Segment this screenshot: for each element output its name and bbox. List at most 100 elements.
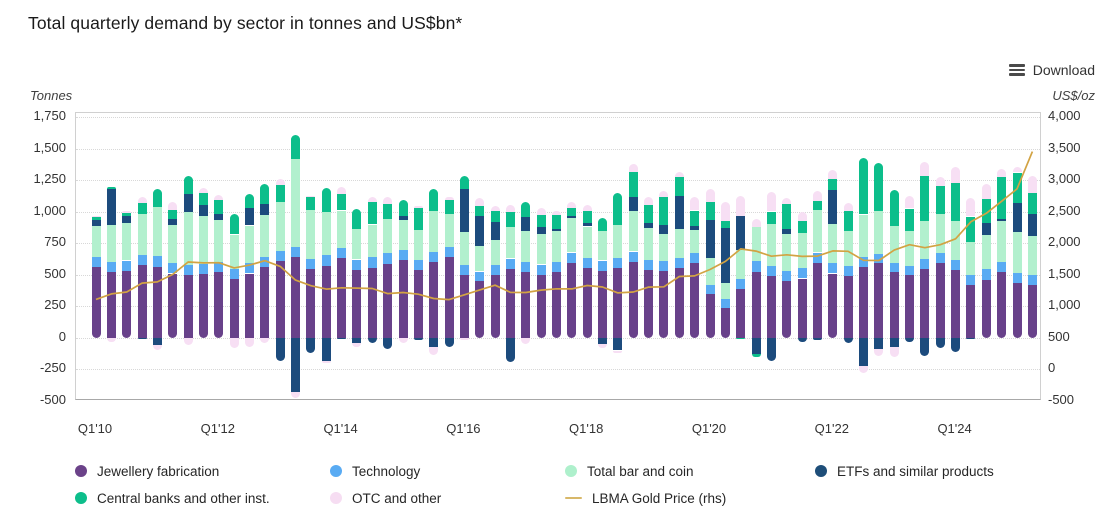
bar-segment[interactable] bbox=[705, 294, 715, 338]
bar-segment[interactable] bbox=[475, 271, 485, 282]
legend-item[interactable]: Jewellery fabrication bbox=[75, 461, 219, 481]
bar-segment[interactable] bbox=[705, 202, 715, 220]
bar-segment[interactable] bbox=[766, 276, 776, 338]
bar-segment[interactable] bbox=[536, 264, 546, 275]
bar-segment[interactable] bbox=[306, 209, 316, 259]
bar-segment[interactable] bbox=[889, 346, 899, 357]
bar-segment[interactable] bbox=[536, 214, 546, 227]
bar-segment[interactable] bbox=[383, 196, 393, 205]
bar-segment[interactable] bbox=[674, 171, 684, 177]
bar-segment[interactable] bbox=[122, 271, 132, 338]
bar-segment[interactable] bbox=[567, 218, 577, 253]
bar-segment[interactable] bbox=[705, 219, 715, 258]
bar-segment[interactable] bbox=[490, 265, 500, 275]
bar-segment[interactable] bbox=[321, 212, 331, 256]
bar-segment[interactable] bbox=[137, 196, 147, 203]
bar-segment[interactable] bbox=[352, 259, 362, 270]
bar-segment[interactable] bbox=[997, 169, 1007, 177]
bar-segment[interactable] bbox=[859, 365, 868, 374]
bar-segment[interactable] bbox=[997, 272, 1007, 338]
bar-segment[interactable] bbox=[874, 211, 884, 255]
bar-segment[interactable] bbox=[843, 203, 853, 211]
bar-segment[interactable] bbox=[751, 226, 761, 261]
bar-segment[interactable] bbox=[828, 189, 838, 224]
bar-segment[interactable] bbox=[812, 263, 822, 338]
bar-segment[interactable] bbox=[398, 260, 408, 338]
bar-segment[interactable] bbox=[122, 213, 132, 217]
bar-segment[interactable] bbox=[306, 197, 316, 210]
bar-segment[interactable] bbox=[981, 184, 991, 200]
bar-segment[interactable] bbox=[1027, 214, 1037, 236]
bar-segment[interactable] bbox=[91, 217, 101, 220]
bar-segment[interactable] bbox=[337, 248, 347, 259]
bar-segment[interactable] bbox=[859, 267, 868, 338]
bar-segment[interactable] bbox=[505, 258, 515, 269]
bar-segment[interactable] bbox=[690, 263, 700, 338]
bar-segment[interactable] bbox=[260, 267, 270, 338]
bar-segment[interactable] bbox=[582, 211, 592, 223]
bar-segment[interactable] bbox=[720, 299, 730, 308]
bar-segment[interactable] bbox=[905, 230, 914, 266]
bar-segment[interactable] bbox=[613, 350, 623, 353]
bar-segment[interactable] bbox=[199, 204, 208, 216]
bar-segment[interactable] bbox=[91, 257, 101, 268]
bar-segment[interactable] bbox=[199, 187, 208, 193]
bar-segment[interactable] bbox=[459, 265, 469, 275]
bar-segment[interactable] bbox=[413, 337, 423, 341]
bar-segment[interactable] bbox=[644, 259, 654, 270]
bar-segment[interactable] bbox=[122, 210, 132, 214]
bar-segment[interactable] bbox=[966, 274, 976, 285]
bar-segment[interactable] bbox=[751, 219, 761, 227]
bar-segment[interactable] bbox=[674, 196, 684, 229]
bar-segment[interactable] bbox=[91, 219, 101, 227]
bar-segment[interactable] bbox=[951, 166, 961, 184]
bar-segment[interactable] bbox=[352, 269, 362, 338]
bar-segment[interactable] bbox=[429, 262, 439, 338]
bar-segment[interactable] bbox=[828, 179, 838, 190]
bar-segment[interactable] bbox=[152, 256, 162, 267]
bar-segment[interactable] bbox=[183, 275, 193, 338]
bar-segment[interactable] bbox=[552, 272, 561, 338]
bar-segment[interactable] bbox=[935, 337, 945, 348]
bar-segment[interactable] bbox=[367, 224, 377, 258]
download-button[interactable]: Download bbox=[1008, 62, 1095, 78]
bar-segment[interactable] bbox=[644, 197, 654, 205]
bar-segment[interactable] bbox=[981, 269, 991, 280]
bar-segment[interactable] bbox=[260, 337, 270, 343]
bar-segment[interactable] bbox=[106, 262, 116, 273]
bar-segment[interactable] bbox=[720, 307, 730, 338]
bar-segment[interactable] bbox=[981, 223, 991, 236]
bar-segment[interactable] bbox=[413, 205, 423, 209]
bar-segment[interactable] bbox=[137, 214, 147, 255]
bar-segment[interactable] bbox=[812, 201, 822, 210]
bar-segment[interactable] bbox=[383, 337, 393, 350]
bar-segment[interactable] bbox=[505, 204, 515, 213]
bar-segment[interactable] bbox=[1027, 284, 1037, 338]
bar-segment[interactable] bbox=[490, 211, 500, 223]
bar-segment[interactable] bbox=[951, 270, 961, 338]
bar-segment[interactable] bbox=[214, 194, 224, 200]
bar-segment[interactable] bbox=[567, 208, 577, 216]
bar-segment[interactable] bbox=[567, 263, 577, 338]
bar-segment[interactable] bbox=[736, 337, 746, 340]
bar-segment[interactable] bbox=[981, 235, 991, 270]
bar-segment[interactable] bbox=[398, 199, 408, 216]
bar-segment[interactable] bbox=[690, 226, 700, 231]
legend-item[interactable]: Total bar and coin bbox=[565, 461, 694, 481]
bar-segment[interactable] bbox=[106, 272, 116, 338]
bar-segment[interactable] bbox=[260, 256, 270, 268]
bar-segment[interactable] bbox=[935, 263, 945, 338]
bar-segment[interactable] bbox=[214, 214, 224, 221]
bar-segment[interactable] bbox=[797, 212, 807, 222]
bar-segment[interactable] bbox=[644, 228, 654, 260]
bar-segment[interactable] bbox=[1027, 274, 1037, 285]
bar-segment[interactable] bbox=[429, 337, 439, 347]
bar-segment[interactable] bbox=[321, 360, 331, 364]
bar-segment[interactable] bbox=[91, 267, 101, 338]
bar-segment[interactable] bbox=[766, 265, 776, 276]
bar-segment[interactable] bbox=[674, 268, 684, 338]
bar-segment[interactable] bbox=[674, 228, 684, 258]
bar-segment[interactable] bbox=[552, 261, 561, 273]
bar-segment[interactable] bbox=[183, 175, 193, 195]
bar-segment[interactable] bbox=[199, 263, 208, 275]
